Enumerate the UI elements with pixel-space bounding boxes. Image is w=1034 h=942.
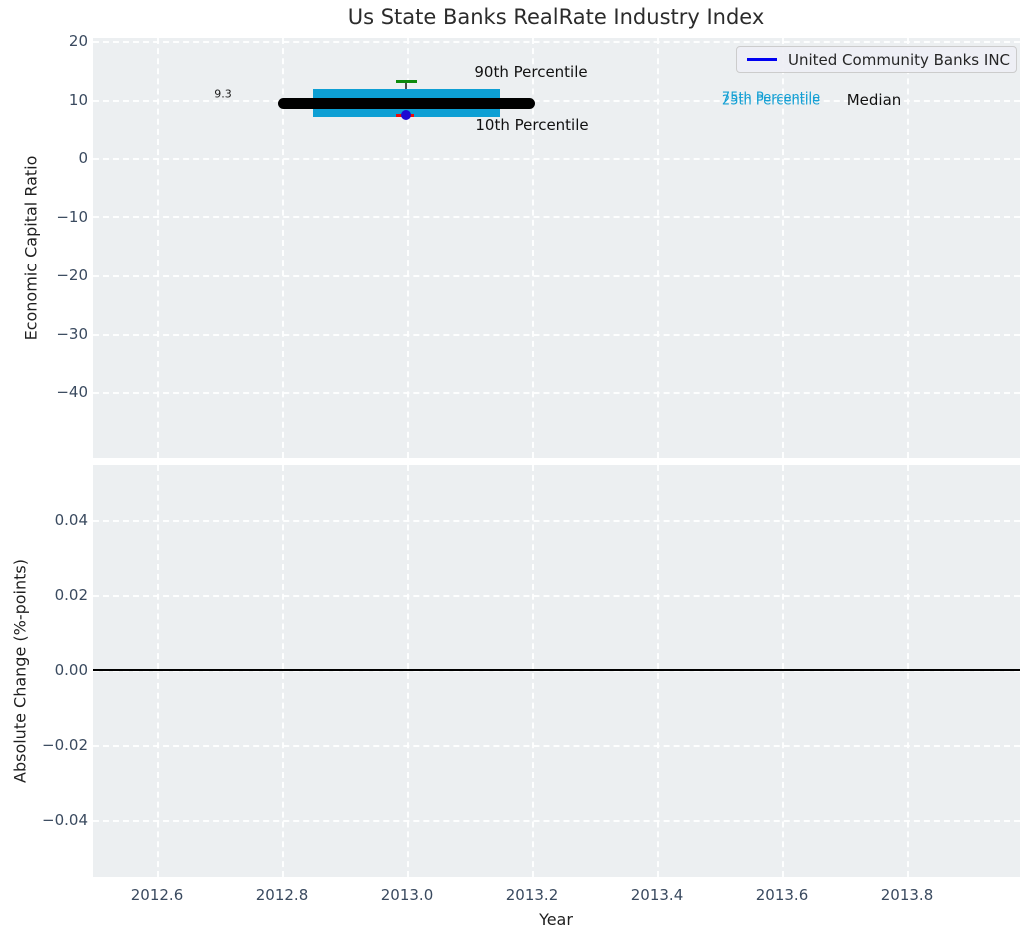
gridline-h <box>93 820 1020 822</box>
gridline-v <box>532 38 534 458</box>
gridline-h <box>93 158 1020 160</box>
percentile-75-line <box>313 89 500 98</box>
gridline-v <box>782 38 784 458</box>
ytick-bottom: 0.00 <box>54 661 88 679</box>
gridline-h <box>93 334 1020 336</box>
p25-annotation: 25th Percentile <box>721 93 821 109</box>
p10-annotation: 10th Percentile <box>475 116 589 134</box>
ytick-top: −40 <box>56 383 88 401</box>
ytick-top: 0 <box>78 149 88 167</box>
median-value-annotation: 9.3 <box>214 87 232 101</box>
gridline-h <box>93 216 1020 218</box>
gridline-v <box>157 465 159 877</box>
xtick: 2012.6 <box>130 886 184 904</box>
gridline-v <box>157 38 159 458</box>
gridline-v <box>407 465 409 877</box>
xtick: 2013.6 <box>755 886 809 904</box>
xtick: 2013.0 <box>380 886 434 904</box>
p75-annotation: 75th Percentile <box>721 90 821 106</box>
ytick-top: 20 <box>68 32 88 50</box>
xtick: 2013.2 <box>505 886 559 904</box>
p90-annotation: 90th Percentile <box>474 63 588 81</box>
legend: United Community Banks INC <box>736 46 1017 73</box>
zero-change-line <box>93 669 1020 671</box>
ytick-bottom: −0.04 <box>42 811 88 829</box>
gridline-h <box>93 520 1020 522</box>
median-line <box>278 98 535 109</box>
bottom-plot-area <box>93 465 1020 877</box>
legend-label: United Community Banks INC <box>788 50 1011 69</box>
ytick-top: −10 <box>56 208 88 226</box>
ytick-bottom: 0.02 <box>54 586 88 604</box>
xtick: 2013.8 <box>880 886 934 904</box>
gridline-v <box>782 465 784 877</box>
gridline-v <box>407 38 409 458</box>
gridline-h <box>93 392 1020 394</box>
chart-title: Us State Banks RealRate Industry Index <box>347 5 765 29</box>
xtick: 2012.8 <box>255 886 309 904</box>
top-y-axis-label: Economic Capital Ratio <box>21 155 41 341</box>
ytick-top: 10 <box>68 91 88 109</box>
ytick-bottom: 0.04 <box>54 511 88 529</box>
percentile-90-cap <box>396 80 417 83</box>
gridline-v <box>657 465 659 877</box>
gridline-h <box>93 670 1020 672</box>
gridline-h <box>93 745 1020 747</box>
company-data-point <box>401 110 411 120</box>
gridline-v <box>282 38 284 458</box>
xtick: 2013.4 <box>630 886 684 904</box>
x-axis-label: Year <box>539 910 573 929</box>
median-annotation: Median <box>846 91 902 109</box>
gridline-h <box>93 595 1020 597</box>
ytick-top: −30 <box>56 325 88 343</box>
gridline-v <box>657 38 659 458</box>
gridline-h <box>93 100 1020 102</box>
gridline-v <box>282 465 284 877</box>
bottom-y-axis-label: Absolute Change (%-points) <box>10 559 30 783</box>
top-plot-area: 9.3 90th Percentile 10th Percentile 75th… <box>93 38 1020 458</box>
legend-line-swatch <box>747 58 777 61</box>
gridline-v <box>532 465 534 877</box>
gridline-h <box>93 275 1020 277</box>
gridline-v <box>907 465 909 877</box>
ytick-bottom: −0.02 <box>42 736 88 754</box>
gridline-h <box>93 41 1020 43</box>
ytick-top: −20 <box>56 266 88 284</box>
gridline-v <box>907 38 909 458</box>
